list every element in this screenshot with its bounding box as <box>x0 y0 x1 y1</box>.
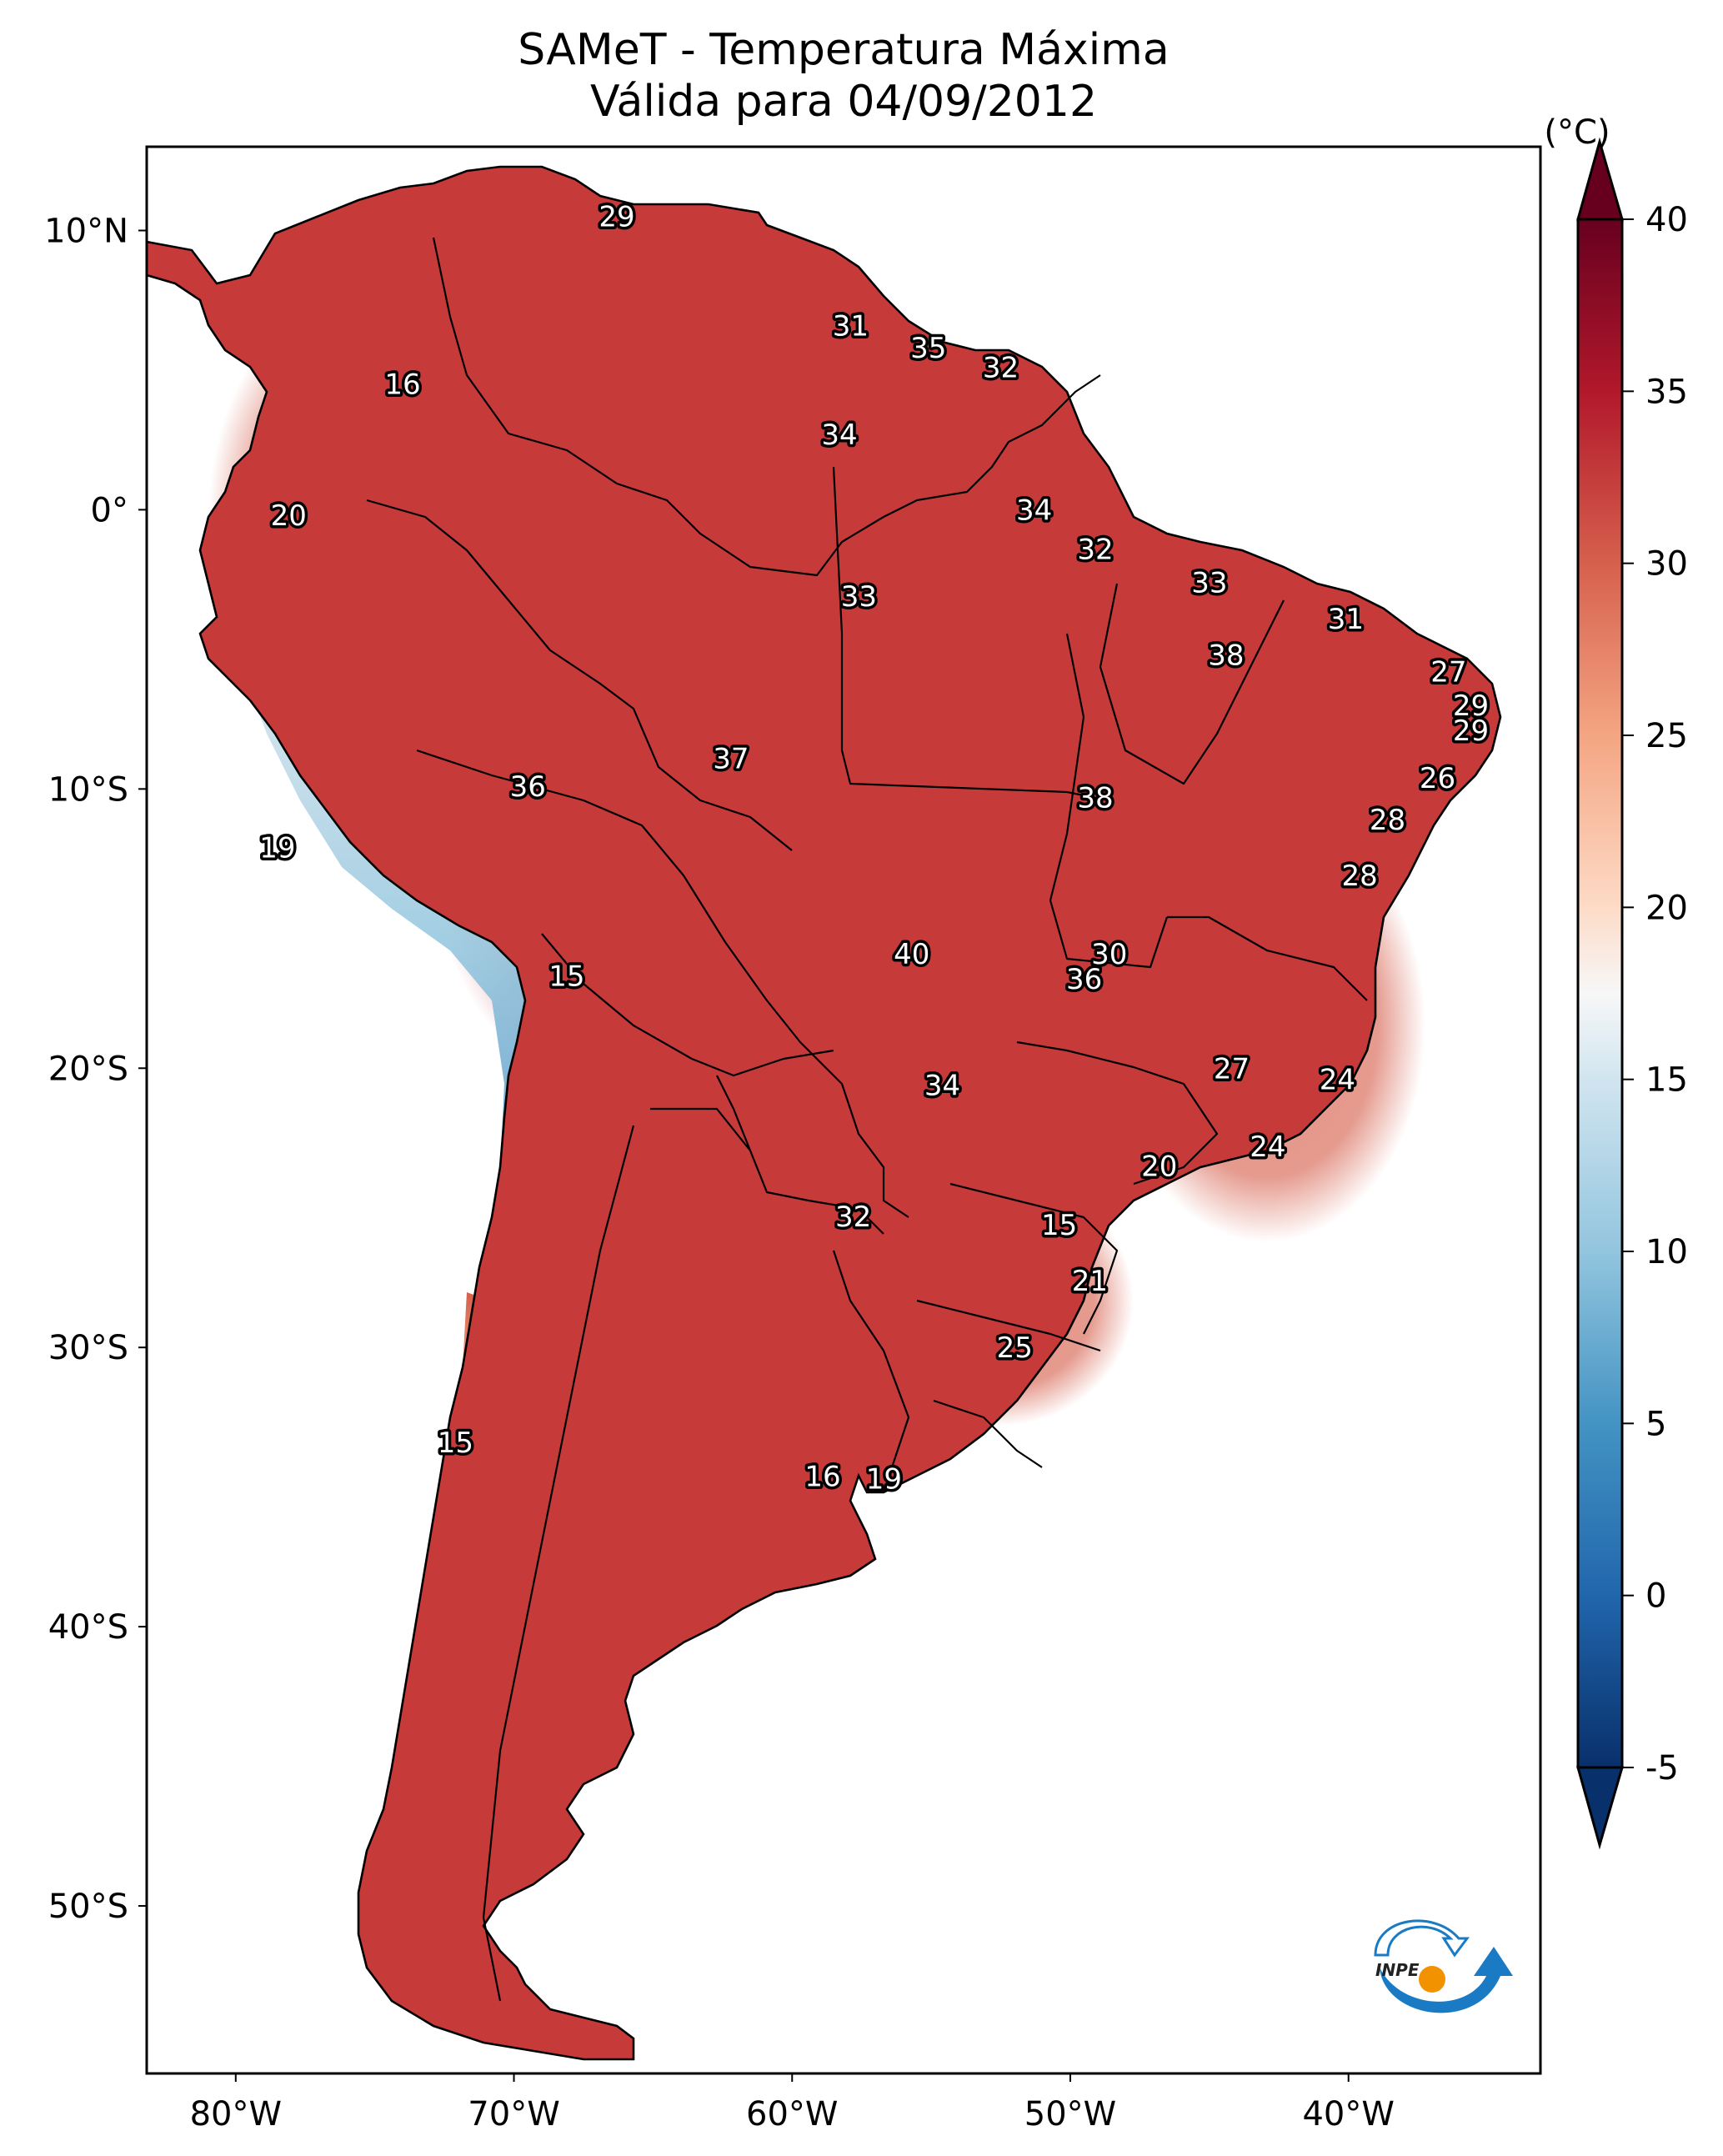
station-temperature-label: 33 <box>841 580 877 614</box>
x-tick-label: 40°W <box>1302 2095 1394 2133</box>
station-temperature-label: 34 <box>1016 494 1052 527</box>
station-temperature-label: 34 <box>821 419 857 452</box>
y-tick-label: 30°S <box>48 1329 128 1367</box>
station-temperature-label: 19 <box>866 1463 902 1497</box>
station-temperature-label: 19 <box>259 832 295 865</box>
station-temperature-label: 31 <box>1328 603 1364 636</box>
y-tick-label: 10°S <box>48 770 128 809</box>
station-temperature-label: 24 <box>1250 1131 1285 1164</box>
station-temperature-label: 36 <box>1066 963 1102 996</box>
colorbar-tick-label: 5 <box>1645 1405 1666 1443</box>
station-temperature-label: 35 <box>910 332 946 365</box>
station-temperature-label: 26 <box>1420 762 1455 795</box>
x-tick-label: 80°W <box>190 2095 282 2133</box>
y-tick-label: 0° <box>91 491 128 529</box>
station-temperature-label: 40 <box>894 938 929 971</box>
station-temperature-label: 29 <box>1453 689 1489 723</box>
station-temperature-label: 32 <box>983 352 1019 385</box>
station-temperature-label: 31 <box>833 309 869 343</box>
station-temperature-label: 28 <box>1341 860 1377 893</box>
station-temperature-label: 20 <box>1141 1150 1177 1183</box>
station-temperature-label: 32 <box>1077 533 1113 566</box>
station-temperature-label: 24 <box>1320 1064 1355 1097</box>
colorbar-tick-label: 0 <box>1645 1577 1666 1616</box>
station-temperature-label: 28 <box>1370 804 1405 837</box>
station-temperature-label: 15 <box>1041 1209 1077 1242</box>
station-temperature-label: 32 <box>835 1201 871 1234</box>
x-tick-label: 50°W <box>1024 2095 1116 2133</box>
colorbar-tick-label: 30 <box>1645 545 1688 584</box>
station-temperature-label: 29 <box>599 201 634 234</box>
colorbar-tick-label: 40 <box>1645 201 1688 239</box>
x-tick-label: 70°W <box>468 2095 559 2133</box>
x-axis-ticks: 80°W 70°W 60°W 50°W 40°W <box>190 2073 1395 2133</box>
colorbar-extend-min <box>1576 1766 1624 1850</box>
y-tick-label: 20°S <box>48 1050 128 1088</box>
station-temperature-label: 29 <box>1453 714 1489 748</box>
colorbar-tick-label: 15 <box>1645 1061 1688 1100</box>
inpe-swirl-icon <box>1374 1919 1470 1958</box>
y-axis-ticks: 10°N 0° 10°S 20°S 30°S 40°S 50°S <box>44 212 147 1926</box>
station-temperature-label: 15 <box>438 1426 473 1460</box>
colorbar-tick-label: 10 <box>1645 1233 1688 1271</box>
station-temperature-label: 21 <box>1072 1265 1108 1298</box>
colorbar-tick-label: 20 <box>1645 889 1688 927</box>
y-tick-label: 10°N <box>44 212 128 250</box>
colorbar-tick-label: -5 <box>1645 1749 1679 1787</box>
colorbar-tick-label: 25 <box>1645 717 1688 755</box>
station-temperature-label: 34 <box>924 1069 960 1102</box>
country-borders <box>366 237 1368 2002</box>
station-temperature-label: 38 <box>1077 781 1113 815</box>
y-tick-label: 40°S <box>48 1608 128 1647</box>
station-temperature-label: 36 <box>510 770 546 804</box>
inpe-arrow-icon <box>1380 1947 1513 2013</box>
station-temperature-label: 30 <box>1091 938 1127 971</box>
station-temperature-label: 20 <box>271 499 307 533</box>
station-temperature-label: 33 <box>1191 566 1227 599</box>
map-frame <box>145 145 1542 2075</box>
station-temperature-label: 25 <box>997 1331 1033 1365</box>
colorbar-tick-label: 35 <box>1645 373 1688 411</box>
station-temperature-label: 27 <box>1214 1052 1250 1086</box>
station-temperature-label: 16 <box>804 1460 840 1493</box>
chart-title: SAMeT - Temperatura Máxima <box>518 25 1170 75</box>
station-temperature-label: 27 <box>1430 656 1466 689</box>
inpe-sun-icon <box>1419 1966 1445 1993</box>
y-tick-label: 50°S <box>48 1888 128 1926</box>
station-temperature-label: 15 <box>548 960 584 994</box>
colorbar-bar <box>1576 218 1624 1769</box>
chart-subtitle: Válida para 04/09/2012 <box>589 77 1098 127</box>
station-temperature-label: 38 <box>1208 639 1244 673</box>
station-temperature-label: 37 <box>713 742 749 775</box>
station-temperature-label: 16 <box>384 369 420 402</box>
x-tick-label: 60°W <box>746 2095 838 2133</box>
colorbar-extend-max <box>1576 137 1624 221</box>
inpe-logo-text: INPE <box>1375 1960 1420 1980</box>
inpe-logo: INPE <box>1374 1919 1513 2013</box>
